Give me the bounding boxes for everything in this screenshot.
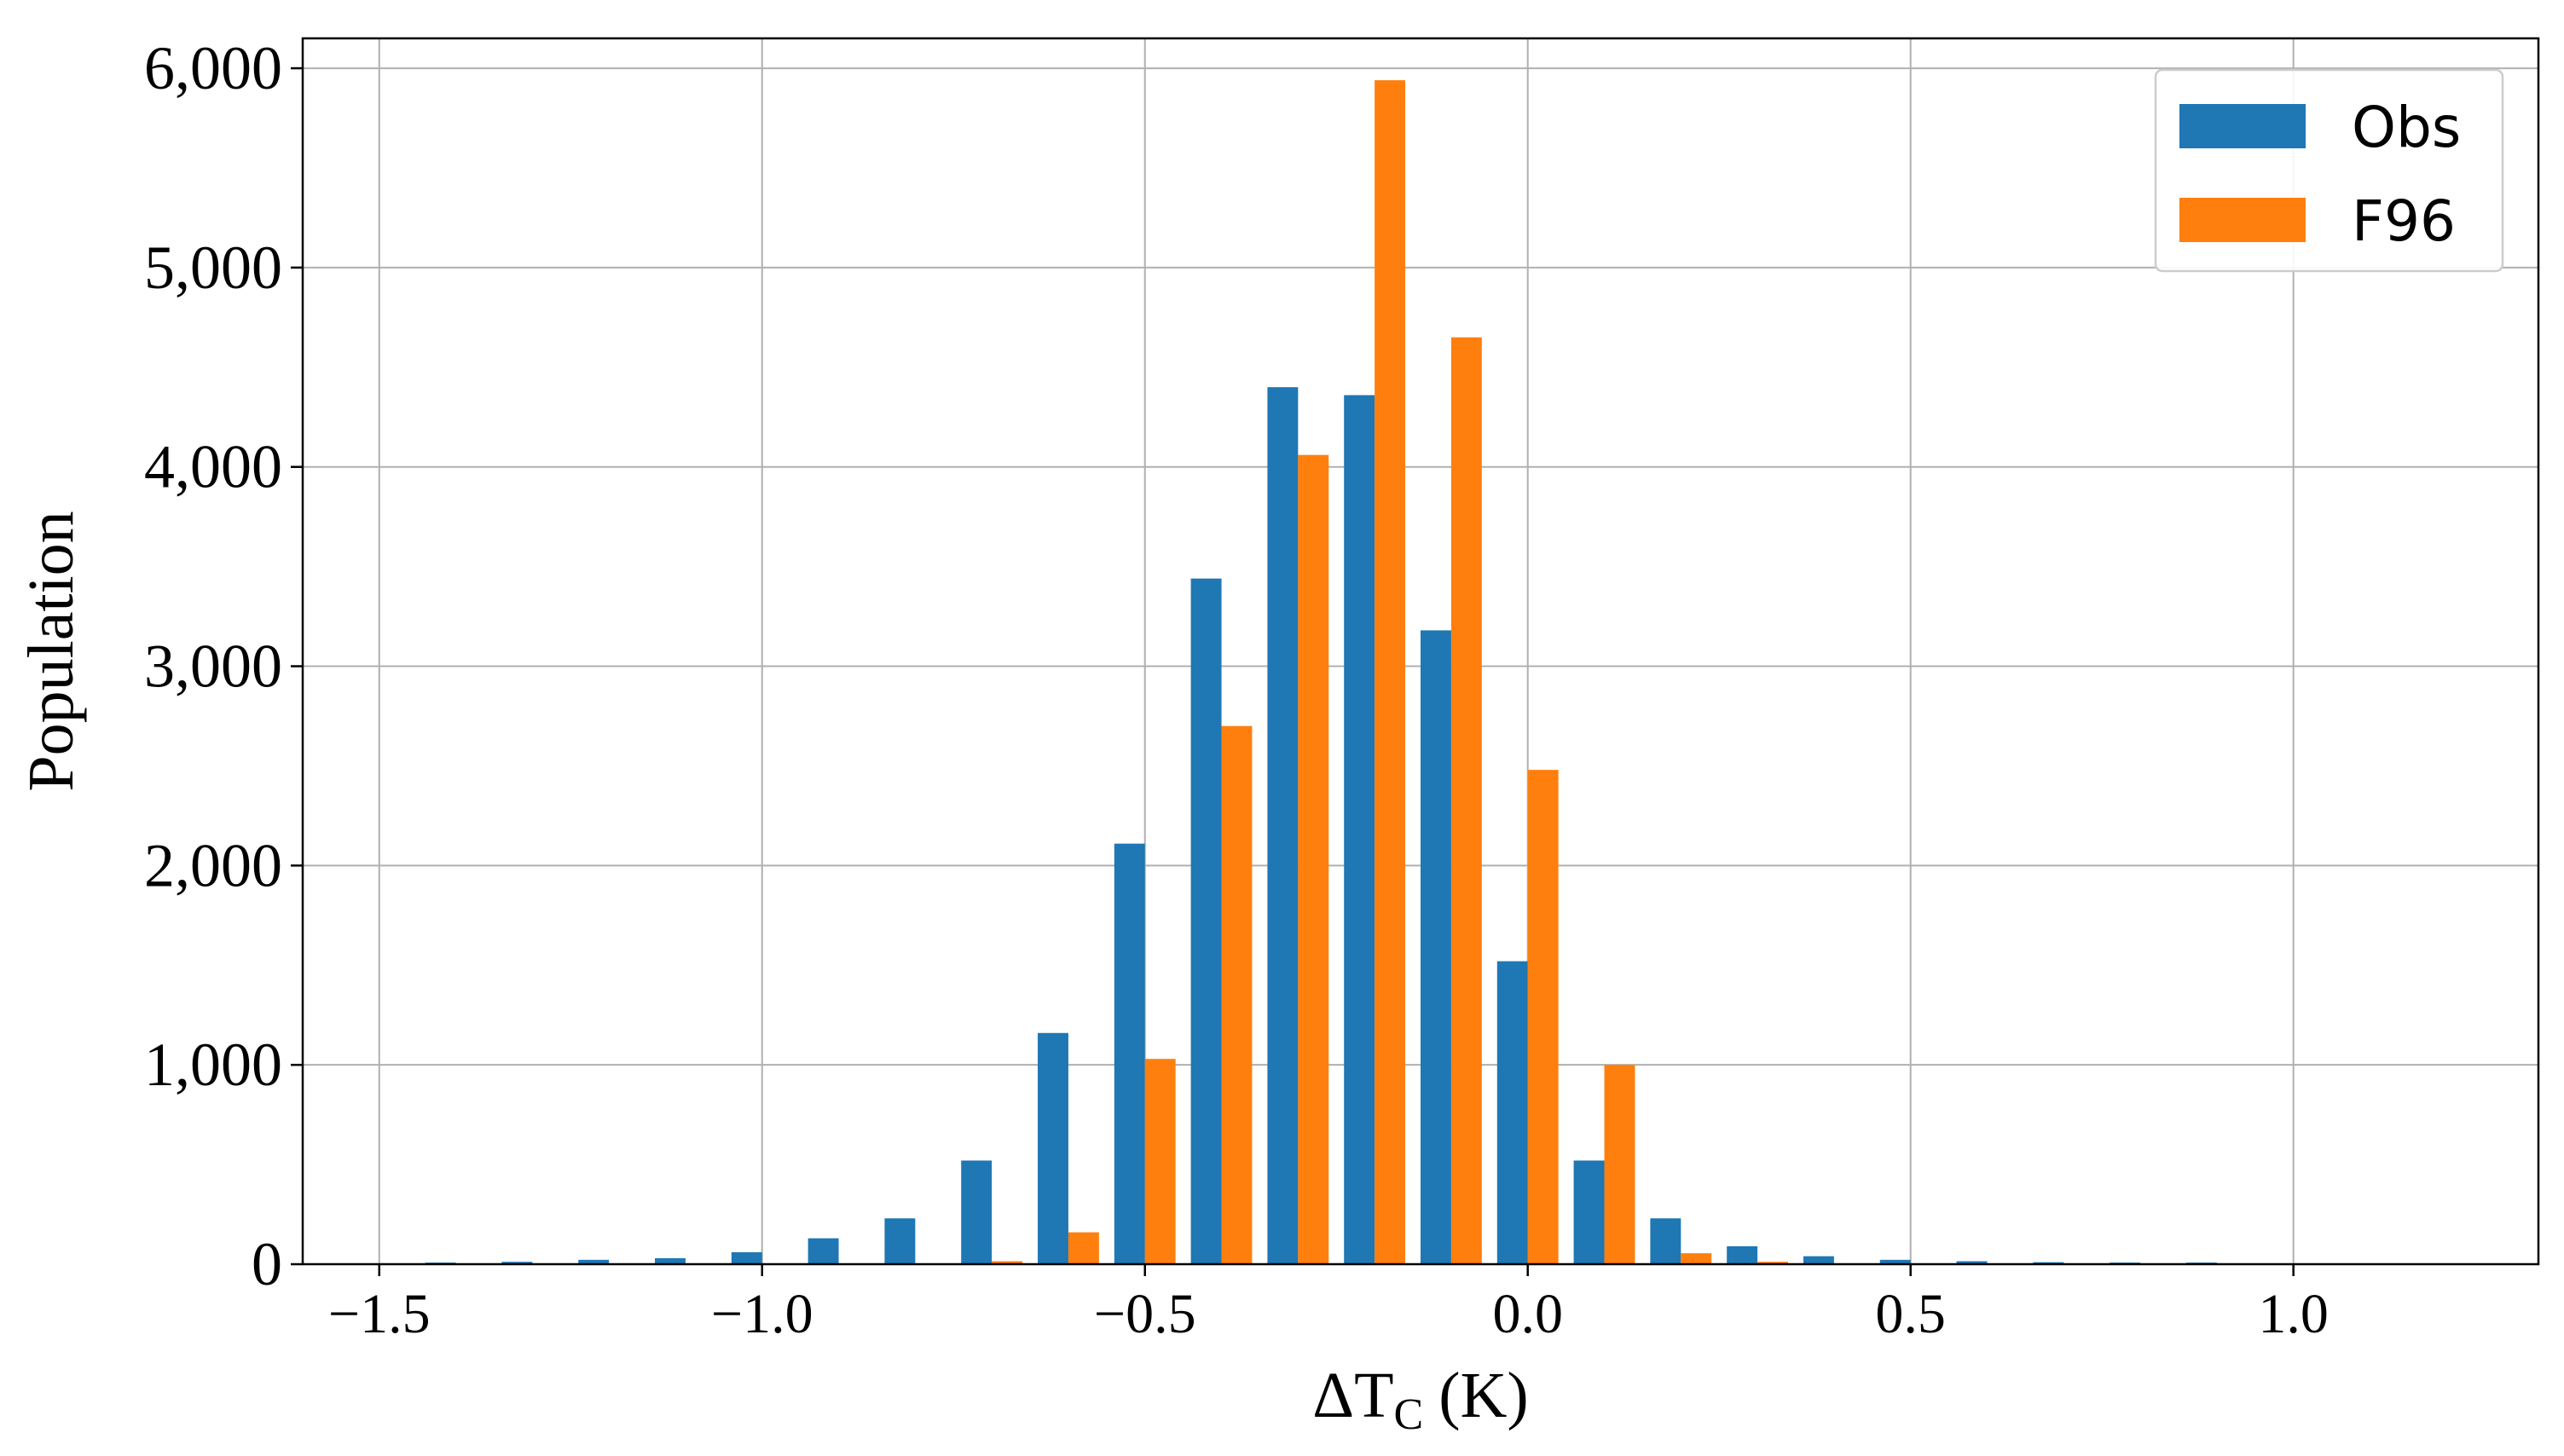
y-tick-label: 6,000 — [144, 34, 282, 102]
bar-obs — [1650, 1218, 1681, 1264]
bar-f96 — [1221, 725, 1253, 1264]
x-tick-label: 0.0 — [1492, 1283, 1563, 1345]
bar-obs — [1573, 1160, 1605, 1264]
bar-obs — [1344, 395, 1375, 1265]
y-tick-label: 4,000 — [144, 433, 282, 501]
legend-label-obs: Obs — [2352, 95, 2461, 160]
legend-swatch-obs — [2179, 104, 2306, 148]
bar-obs — [501, 1262, 533, 1264]
bar-obs — [1190, 578, 1222, 1264]
bar-obs — [1421, 630, 1451, 1264]
bar-obs — [1267, 387, 1299, 1264]
bars — [425, 80, 2217, 1265]
y-tick-label: 2,000 — [144, 831, 282, 899]
legend-swatch-f96 — [2179, 198, 2306, 242]
legend: Obs F96 — [2154, 68, 2504, 273]
bar-obs — [1496, 961, 1528, 1264]
bar-obs — [807, 1238, 839, 1264]
y-tick-label: 1,000 — [144, 1031, 282, 1099]
bar-obs — [1727, 1245, 1758, 1264]
bar-obs — [731, 1251, 762, 1264]
bar-f96 — [1604, 1065, 1635, 1264]
bar-obs — [1956, 1261, 1988, 1264]
bar-f96 — [1450, 337, 1482, 1265]
x-axis-label: ΔTC (K) — [1312, 1360, 1529, 1439]
bar-f96 — [1681, 1253, 1712, 1264]
x-tick-label: −1.0 — [711, 1283, 813, 1345]
bar-obs — [1803, 1256, 1834, 1264]
x-tick-label: 1.0 — [2258, 1283, 2329, 1345]
bar-f96 — [1527, 770, 1559, 1264]
bar-obs — [655, 1257, 686, 1264]
x-axis-label-delta: ΔT — [1312, 1360, 1393, 1431]
y-tick-label: 5,000 — [144, 234, 282, 302]
bar-f96 — [1298, 454, 1329, 1264]
plot-frame — [301, 37, 2540, 1266]
bar-obs — [1879, 1259, 1911, 1264]
legend-label-f96: F96 — [2352, 188, 2456, 254]
bar-f96 — [1375, 80, 1406, 1265]
bar-obs — [1038, 1032, 1068, 1264]
y-tick-label: 3,000 — [144, 633, 282, 701]
x-tick-label: −0.5 — [1094, 1283, 1196, 1345]
x-axis-label-unit: (K) — [1438, 1360, 1529, 1431]
x-axis-ticks: −1.5 −1.0 −0.5 0.0 0.5 1.0 — [328, 1264, 2329, 1345]
bar-obs — [578, 1259, 610, 1264]
bar-obs — [961, 1160, 993, 1264]
x-tick-label: −1.5 — [328, 1283, 431, 1345]
bar-obs — [884, 1218, 916, 1264]
bar-obs — [1114, 843, 1145, 1264]
x-axis-label-subscript: C — [1394, 1390, 1424, 1439]
y-axis-label: Population — [15, 511, 87, 791]
y-axis-ticks: 0 1,000 2,000 3,000 4,000 5,000 6,000 — [144, 34, 303, 1298]
bar-f96 — [992, 1261, 1023, 1264]
x-tick-label: 0.5 — [1875, 1283, 1946, 1345]
bar-f96 — [1068, 1232, 1099, 1264]
bar-f96 — [1144, 1059, 1176, 1264]
bar-f96 — [1757, 1262, 1789, 1264]
y-tick-label: 0 — [252, 1230, 282, 1298]
